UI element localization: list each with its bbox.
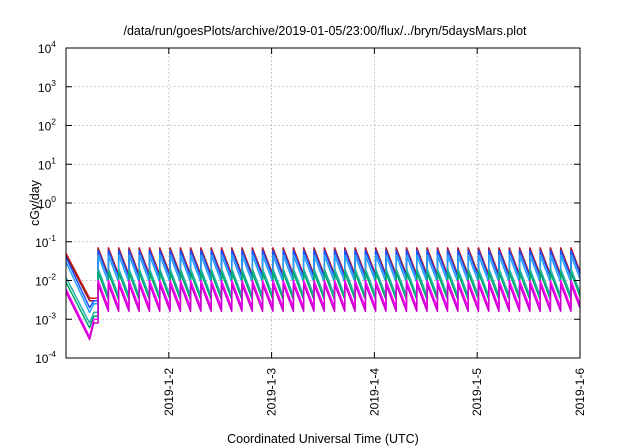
y-tick-label: 103 xyxy=(38,78,56,95)
x-tick-label: 2019-1-3 xyxy=(265,368,279,416)
y-tick-label: 10-2 xyxy=(35,272,56,289)
y-axis-label: cGy/day xyxy=(28,179,42,226)
series-line xyxy=(65,283,581,341)
grid-lines xyxy=(66,48,580,358)
x-tick-label: 2019-1-5 xyxy=(470,368,484,416)
y-tick-label: 10-1 xyxy=(35,233,56,250)
y-tick-labels: 10-4 10-3 10-2 10-1 100 101 102 103 104 xyxy=(35,39,56,366)
y-tick-label: 101 xyxy=(38,155,56,172)
x-tick-label: 2019-1-2 xyxy=(162,368,176,416)
x-tick-labels: 2019-1-2 2019-1-3 2019-1-4 2019-1-5 2019-1-6 xyxy=(162,368,587,416)
series-lines xyxy=(65,247,581,341)
y-tick-label: 10-3 xyxy=(35,310,56,327)
ticks xyxy=(66,47,581,359)
y-tick-label: 102 xyxy=(38,117,56,134)
x-tick-label: 2019-1-6 xyxy=(573,368,587,416)
x-axis-label: Coordinated Universal Time (UTC) xyxy=(227,432,419,446)
y-tick-label: 104 xyxy=(38,39,56,56)
chart-title: /data/run/goesPlots/archive/2019-01-05/2… xyxy=(123,24,527,38)
y-tick-label: 100 xyxy=(38,194,56,211)
y-tick-label: 10-4 xyxy=(35,349,56,366)
x-tick-label: 2019-1-4 xyxy=(367,368,381,416)
